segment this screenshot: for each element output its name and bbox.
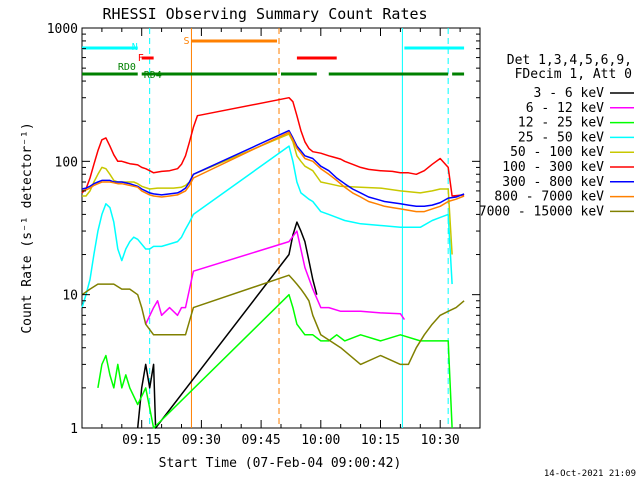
- state-text-f: F: [138, 53, 144, 64]
- state-text-s: S: [183, 36, 189, 47]
- legend-item-800-7000-kev-label: 800 - 7000 keV: [494, 190, 604, 205]
- chart-title: RHESSI Observing Summary Count Rates: [102, 5, 427, 23]
- y-tick-label-2: 100: [55, 155, 78, 170]
- legend-item-3-6-kev-label: 3 - 6 keV: [534, 86, 605, 101]
- legend-item-50-100-kev-label: 50 - 100 keV: [510, 145, 604, 160]
- state-bars: NF S RD0 RD4: [82, 36, 465, 81]
- series-lines: [81, 96, 465, 429]
- timestamp-label: 14-Oct-2021 21:09: [544, 469, 636, 479]
- legend-header-line1: Det 1,3,4,5,6,9,: [507, 53, 632, 68]
- y-tick-label-3: 1000: [47, 22, 78, 37]
- state-text-rd4: RD4: [144, 70, 162, 81]
- y-axis-label: Count Rate (s⁻¹ detector⁻¹): [20, 122, 35, 333]
- x-tick-label-5: 10:30: [421, 433, 460, 448]
- legend-header-line2: FDecim 1, Att 0: [515, 67, 632, 82]
- legend-item-12-25-kev-label: 12 - 25 keV: [518, 116, 604, 131]
- series-line-3-6-kev: [136, 221, 318, 429]
- x-tick-label-2: 09:45: [242, 433, 281, 448]
- axes: 1 10 100 1000 09:15 09:30 09:45 10:00 10:15 10:30: [47, 22, 481, 448]
- series-line-800-7000-kev: [81, 131, 465, 213]
- x-tick-label-0: 09:15: [122, 433, 161, 448]
- series-line-50-100-kev: [82, 133, 453, 255]
- x-axis-label: Start Time (07-Feb-04 09:00:42): [159, 456, 402, 471]
- x-tick-label-1: 09:30: [182, 433, 221, 448]
- legend-item-25-50-kev-label: 25 - 50 keV: [518, 130, 604, 145]
- series-line-100-300-kev: [81, 96, 465, 197]
- series-line-25-50-kev: [81, 145, 453, 308]
- legend-item-100-300-kev-label: 100 - 300 keV: [502, 160, 604, 175]
- legend-item-6-12-kev-label: 6 - 12 keV: [526, 101, 604, 116]
- legend-item-300-800-kev-label: 300 - 800 keV: [502, 175, 604, 190]
- x-tick-label-3: 10:00: [301, 433, 340, 448]
- x-tick-label-4: 10:15: [361, 433, 400, 448]
- series-line-12-25-kev: [97, 293, 453, 429]
- y-tick-label-0: 1: [70, 422, 78, 437]
- series-line-7000-15000-kev: [81, 274, 465, 366]
- series-line-6-12-kev: [145, 230, 406, 325]
- vertical-markers: [149, 28, 449, 428]
- y-tick-label-1: 10: [62, 289, 78, 304]
- legend-item-7000-15000-kev-label: 7000 - 15000 keV: [479, 204, 604, 219]
- state-text-rd0: RD0: [118, 62, 136, 73]
- state-text-n: N: [132, 42, 138, 53]
- series-line-300-800-kev: [81, 129, 465, 208]
